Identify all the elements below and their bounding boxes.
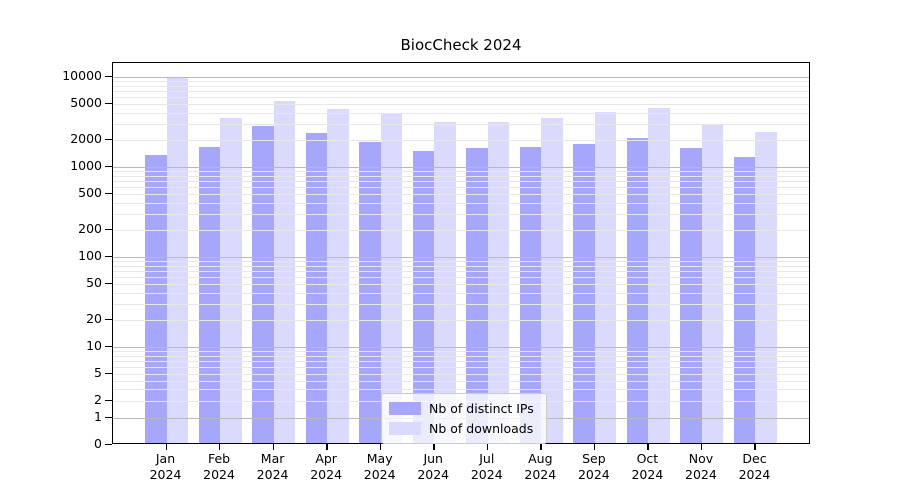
x-tick-mark <box>700 444 703 450</box>
plot-area: Nb of distinct IPs Nb of downloads <box>112 62 810 444</box>
x-tick-mark <box>433 444 435 450</box>
y-tick-mark <box>105 138 112 141</box>
y-tick-mark <box>105 76 112 78</box>
x-tick-label-dec: Dec 2024 <box>738 451 771 482</box>
y-tick-label-200: 200 <box>78 220 102 236</box>
legend: Nb of distinct IPs Nb of downloads <box>381 393 547 444</box>
bar-downloads-jul <box>487 122 510 443</box>
y-tick-label-2: 2 <box>94 392 102 407</box>
x-tick-mark <box>754 444 756 450</box>
bar-downloads-feb <box>220 118 242 443</box>
bar-downloads-dec <box>755 132 777 443</box>
chart-title: BiocCheck 2024 <box>400 36 522 54</box>
bar-distinct-ips-oct <box>626 137 649 443</box>
y-tick-mark <box>105 283 112 285</box>
bar-distinct-ips-mar <box>252 126 274 443</box>
x-tick-mark <box>647 444 649 450</box>
x-tick-label-feb: Feb 2024 <box>203 451 235 482</box>
bar-distinct-ips-jul <box>466 147 488 443</box>
x-tick-mark <box>219 444 221 450</box>
bar-distinct-ips-dec <box>733 156 756 443</box>
bar-downloads-jun <box>434 122 456 443</box>
y-tick-mark <box>105 256 112 258</box>
bar-distinct-ips-sep <box>573 144 595 443</box>
x-tick-mark <box>540 444 542 450</box>
bar-distinct-ips-jun <box>412 151 435 443</box>
bar-distinct-ips-may <box>359 142 381 443</box>
y-tick-label-10000: 10000 <box>62 68 102 83</box>
bar-downloads-nov <box>701 124 724 443</box>
bar-downloads-apr <box>327 108 349 443</box>
bar-distinct-ips-nov <box>680 147 702 443</box>
y-tick-mark <box>105 400 112 402</box>
x-tick-mark <box>272 444 274 450</box>
x-tick-mark <box>326 444 328 450</box>
gridline-6000 <box>113 96 809 98</box>
y-tick-label-5: 5 <box>94 365 102 381</box>
x-tick-mark <box>486 444 489 450</box>
y-tick-mark <box>105 166 112 168</box>
x-tick-label-jun: Jun 2024 <box>417 451 450 482</box>
y-tick-label-0: 0 <box>94 436 102 451</box>
legend-swatch-distinct-ips-icon <box>389 402 421 415</box>
y-tick-mark <box>105 193 112 195</box>
x-tick-label-sep: Sep 2024 <box>577 451 610 482</box>
y-tick-mark <box>105 103 112 105</box>
legend-item-downloads: Nb of downloads <box>389 420 538 437</box>
y-tick-mark <box>105 228 112 231</box>
gridline-10000 <box>113 77 809 78</box>
gridline-7000 <box>113 90 809 92</box>
bar-distinct-ips-apr <box>305 133 328 443</box>
bar-distinct-ips-feb <box>198 147 221 443</box>
y-tick-mark <box>105 444 112 446</box>
bar-distinct-ips-jan <box>145 154 167 443</box>
bar-downloads-jan <box>166 78 188 443</box>
y-tick-label-1000: 1000 <box>70 158 102 173</box>
y-tick-mark <box>105 373 112 375</box>
y-tick-label-2000: 2000 <box>70 130 102 146</box>
y-tick-label-10: 10 <box>86 338 102 353</box>
bar-downloads-sep <box>594 112 617 443</box>
x-tick-label-jan: Jan 2024 <box>149 451 182 482</box>
y-tick-mark <box>105 346 112 348</box>
y-tick-mark <box>105 417 112 419</box>
legend-item-distinct-ips: Nb of distinct IPs <box>389 400 538 417</box>
y-tick-label-20: 20 <box>86 310 102 326</box>
bar-distinct-ips-aug <box>519 147 542 443</box>
x-tick-label-mar: Mar 2024 <box>256 451 289 482</box>
x-tick-label-jul: Jul 2024 <box>470 451 503 482</box>
gridline-9000 <box>113 81 809 83</box>
legend-label-downloads: Nb of downloads <box>429 421 534 436</box>
x-tick-mark <box>379 444 382 450</box>
legend-swatch-downloads-icon <box>389 422 421 435</box>
x-tick-label-nov: Nov 2024 <box>685 451 717 482</box>
y-tick-label-500: 500 <box>78 185 102 201</box>
bar-downloads-mar <box>273 101 296 443</box>
x-tick-label-oct: Oct 2024 <box>631 451 664 482</box>
y-tick-label-100: 100 <box>78 248 102 263</box>
gridline-4000 <box>113 112 809 114</box>
legend-label-distinct-ips: Nb of distinct IPs <box>429 401 534 416</box>
x-tick-mark <box>165 444 167 450</box>
y-tick-label-1: 1 <box>94 409 102 424</box>
x-tick-mark <box>593 444 596 450</box>
x-tick-label-may: May 2024 <box>363 451 396 482</box>
gridline-5000 <box>113 104 809 106</box>
gridline-8000 <box>113 85 809 87</box>
y-tick-label-50: 50 <box>86 275 102 291</box>
x-tick-label-aug: Aug 2024 <box>524 451 557 482</box>
y-tick-label-5000: 5000 <box>70 95 102 111</box>
bar-downloads-oct <box>648 108 670 443</box>
y-tick-mark <box>105 318 112 321</box>
x-tick-label-apr: Apr 2024 <box>310 451 343 482</box>
